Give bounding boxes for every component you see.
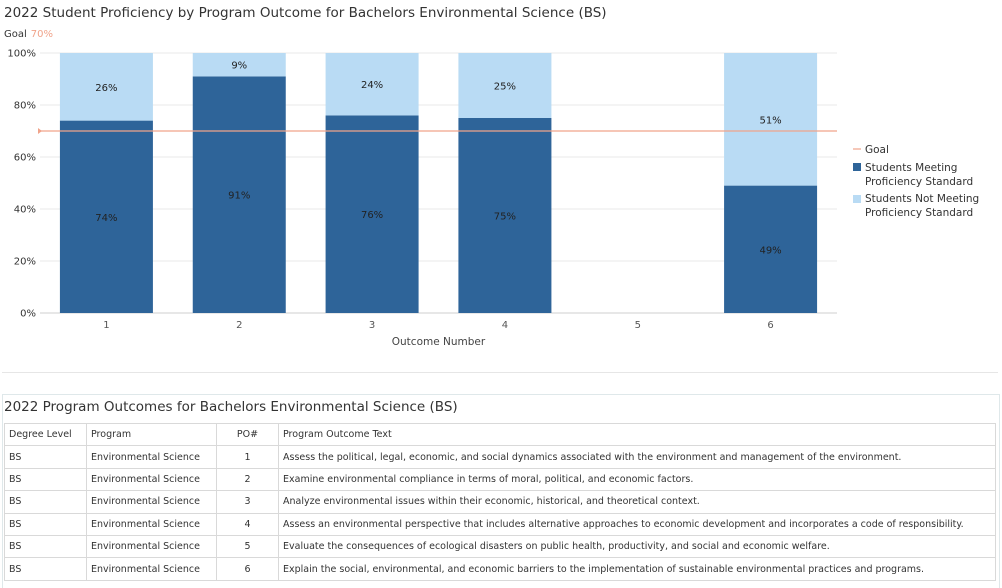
data-label-not-meeting: 26% xyxy=(95,83,117,94)
bar-not-meeting xyxy=(192,53,286,77)
cell-degree-level: BS xyxy=(4,557,87,581)
y-tick-label: 0% xyxy=(20,309,36,320)
proficiency-chart: 0% 20% 40% 60% 80% 100% 74% 26% 1 91% 9% 2 76% 24% 3 75… xyxy=(7,49,979,349)
cell-program: Environmental Science xyxy=(86,534,217,559)
cell-outcome-text: Evaluate the consequences of ecological … xyxy=(278,534,996,559)
bar-meeting xyxy=(724,185,818,313)
cell-po-number: 6 xyxy=(216,557,279,581)
data-label-meeting: 49% xyxy=(759,245,781,256)
cell-po-number: 1 xyxy=(216,445,279,469)
bar-not-meeting xyxy=(59,53,153,121)
cell-degree-level: BS xyxy=(4,490,87,514)
goal-marker xyxy=(38,128,42,134)
bar-not-meeting xyxy=(458,53,552,118)
cell-degree-level: BS xyxy=(4,445,87,469)
x-tick-label: 4 xyxy=(502,320,508,331)
y-tick-label: 60% xyxy=(14,153,36,164)
cell-degree-level: BS xyxy=(4,512,87,536)
x-tick-label: 2 xyxy=(236,320,242,331)
header-degree-level: Degree Level xyxy=(4,422,87,447)
cell-outcome-text: Assess an environmental perspective that… xyxy=(278,512,996,536)
header-outcome-text: Program Outcome Text xyxy=(278,422,996,447)
header-po-number: PO# xyxy=(216,422,279,447)
cell-degree-level: BS xyxy=(4,534,87,559)
cell-po-number: 2 xyxy=(216,467,279,492)
data-label-meeting: 91% xyxy=(228,191,250,202)
chart-title: 2022 Student Proficiency by Program Outc… xyxy=(4,5,607,21)
data-label-not-meeting: 51% xyxy=(759,115,781,126)
table-row: BS Environmental Science 5 Evaluate the … xyxy=(4,534,996,559)
x-tick-label: 1 xyxy=(103,320,109,331)
header-program: Program xyxy=(86,422,217,447)
cell-po-number: 3 xyxy=(216,490,279,514)
y-tick-label: 20% xyxy=(14,257,36,268)
y-tick-label: 40% xyxy=(14,205,36,216)
legend-meeting-label: Proficiency Standard xyxy=(865,176,973,188)
legend-meeting-label: Students Meeting xyxy=(865,162,957,174)
cell-po-number: 4 xyxy=(216,512,279,536)
data-label-meeting: 74% xyxy=(95,213,117,224)
cell-outcome-text: Examine environmental compliance in term… xyxy=(278,467,996,492)
bar-meeting xyxy=(59,120,153,313)
cell-program: Environmental Science xyxy=(86,557,217,581)
cell-degree-level: BS xyxy=(4,467,87,492)
legend-goal-label: Goal xyxy=(865,144,889,156)
goal-value: 70% xyxy=(30,29,54,40)
data-label-not-meeting: 25% xyxy=(494,82,516,93)
x-tick-label: 6 xyxy=(767,320,773,331)
y-tick-label: 80% xyxy=(14,101,36,112)
cell-program: Environmental Science xyxy=(86,512,217,536)
legend-not-meeting-label: Students Not Meeting xyxy=(865,193,979,205)
legend-not-meeting-swatch xyxy=(853,195,861,203)
data-label-meeting: 76% xyxy=(361,210,383,221)
data-label-meeting: 75% xyxy=(494,212,516,223)
cell-program: Environmental Science xyxy=(86,445,217,469)
bar-meeting xyxy=(192,76,286,314)
x-tick-label: 5 xyxy=(635,320,641,331)
cell-outcome-text: Assess the political, legal, economic, a… xyxy=(278,445,996,469)
bar-not-meeting xyxy=(325,53,419,116)
bar-not-meeting xyxy=(724,53,818,186)
table-title: 2022 Program Outcomes for Bachelors Envi… xyxy=(4,399,458,415)
data-label-not-meeting: 24% xyxy=(361,80,383,91)
legend-meeting-swatch xyxy=(853,163,861,171)
cell-outcome-text: Explain the social, environmental, and e… xyxy=(278,557,996,581)
program-outcomes-table: Degree Level Program PO# Program Outcome… xyxy=(4,422,996,581)
data-label-not-meeting: 9% xyxy=(231,61,247,72)
cell-program: Environmental Science xyxy=(86,467,217,492)
legend-not-meeting-label: Proficiency Standard xyxy=(865,207,973,219)
table-row: BS Environmental Science 6 Explain the s… xyxy=(4,557,996,581)
goal-label: Goal 70% xyxy=(4,29,53,40)
table-row: BS Environmental Science 3 Analyze envir… xyxy=(4,490,996,514)
section-divider xyxy=(2,372,998,373)
table-row: BS Environmental Science 1 Assess the po… xyxy=(4,445,996,469)
table-header-row: Degree Level Program PO# Program Outcome… xyxy=(4,422,996,447)
y-tick-label: 100% xyxy=(7,49,36,60)
bar-meeting xyxy=(458,118,552,313)
cell-po-number: 5 xyxy=(216,534,279,559)
x-tick-label: 3 xyxy=(369,320,375,331)
table-panel xyxy=(2,394,1000,588)
table-row: BS Environmental Science 2 Examine envir… xyxy=(4,467,996,492)
bar-meeting xyxy=(325,115,419,314)
table-row: BS Environmental Science 4 Assess an env… xyxy=(4,512,996,536)
goal-label-text: Goal xyxy=(4,29,27,40)
x-axis-label: Outcome Number xyxy=(392,336,486,348)
cell-program: Environmental Science xyxy=(86,490,217,514)
cell-outcome-text: Analyze environmental issues within thei… xyxy=(278,490,996,514)
